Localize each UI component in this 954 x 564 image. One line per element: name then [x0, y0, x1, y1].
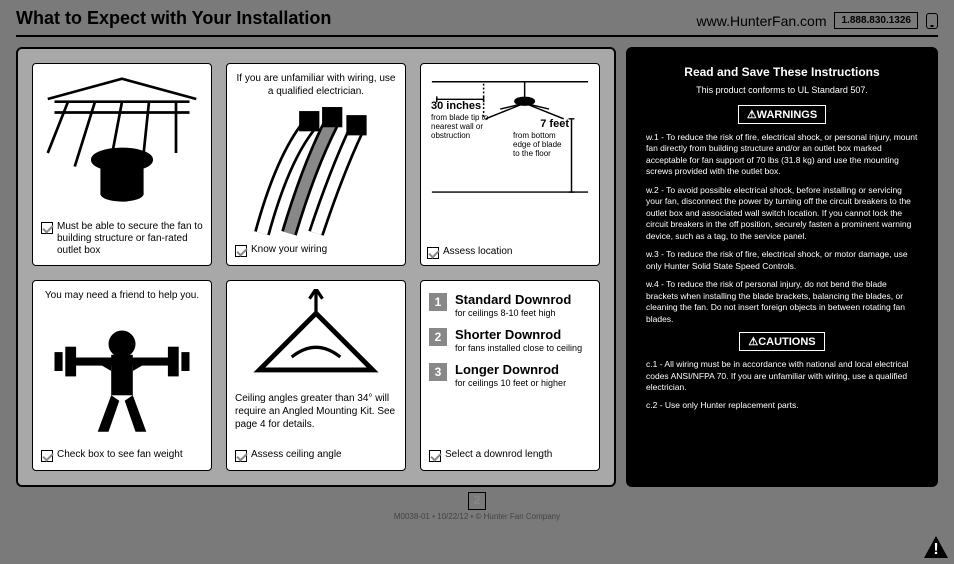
label-30in-sub: from blade tip to nearest wall or obstru… — [431, 114, 491, 140]
downrod-item: 3 Longer Downrod for ceilings 10 feet or … — [429, 363, 591, 388]
page-number: 2 — [468, 492, 486, 510]
check-label: Assess ceiling angle — [251, 449, 342, 461]
angle-illustration — [235, 289, 397, 386]
checkbox-icon — [41, 222, 53, 234]
label-7ft-sub: from bottom edge of blade to the floor — [513, 132, 569, 158]
warning-text: w.3 - To reduce the risk of fire, electr… — [646, 249, 918, 272]
check-label: Must be able to secure the fan to buildi… — [57, 221, 203, 257]
check-row: Must be able to secure the fan to buildi… — [41, 221, 203, 257]
phone-number: 1.888.830.1326 — [834, 12, 918, 29]
downrod-title: Standard Downrod — [455, 293, 571, 306]
check-label: Check box to see fan weight — [57, 449, 183, 461]
downrod-item: 2 Shorter Downrod for fans installed clos… — [429, 328, 591, 353]
content: Must be able to secure the fan to buildi… — [8, 37, 946, 487]
header-right: www.HunterFan.com 1.888.830.1326 — [697, 12, 938, 29]
card-location: 30 inches from blade tip to nearest wall… — [420, 63, 600, 266]
caution-text: c.2 - Use only Hunter replacement parts. — [646, 400, 918, 411]
card-mid-text: Ceiling angles greater than 34° will req… — [235, 392, 397, 431]
warning-text: w.4 - To reduce the risk of personal inj… — [646, 279, 918, 325]
card-secure-fan: Must be able to secure the fan to buildi… — [32, 63, 212, 266]
card-top-text: You may need a friend to help you. — [41, 289, 203, 302]
caution-text: c.1 - All wiring must be in accordance w… — [646, 359, 918, 393]
label-7ft: 7 feet — [540, 118, 569, 130]
page-title: What to Expect with Your Installation — [16, 8, 331, 29]
website-url: www.HunterFan.com — [697, 13, 827, 29]
check-row: Know your wiring — [235, 244, 397, 257]
footer: 2 M0038-01 • 10/22/12 • © Hunter Fan Com… — [8, 487, 946, 521]
check-label: Select a downrod length — [445, 449, 552, 461]
check-label: Assess location — [443, 246, 512, 258]
header: What to Expect with Your Installation ww… — [8, 8, 946, 35]
location-illustration: 30 inches from blade tip to nearest wall… — [427, 70, 593, 246]
phone-icon — [926, 13, 938, 29]
checkbox-icon — [41, 450, 53, 462]
warnings-label: ⚠WARNINGS — [738, 105, 826, 124]
downrod-sub: for fans installed close to ceiling — [455, 343, 582, 353]
step-number: 1 — [429, 293, 447, 311]
step-number: 2 — [429, 328, 447, 346]
card-downrod: 1 Standard Downrod for ceilings 8-10 feet… — [420, 280, 600, 472]
warning-text: w.2 - To avoid possible electrical shock… — [646, 185, 918, 242]
downrod-sub: for ceilings 10 feet or higher — [455, 378, 566, 388]
card-wiring: If you are unfamiliar with wiring, use a… — [226, 63, 406, 266]
card-weight: You may need a friend to help you. Check… — [32, 280, 212, 472]
footer-meta: M0038-01 • 10/22/12 • © Hunter Fan Compa… — [8, 512, 946, 521]
svg-text:!: ! — [933, 541, 938, 558]
checkbox-icon — [429, 450, 441, 462]
check-row: Assess location — [427, 246, 593, 259]
check-row: Check box to see fan weight — [41, 449, 203, 462]
downrod-title: Shorter Downrod — [455, 328, 582, 341]
weight-illustration — [41, 306, 203, 450]
wiring-illustration — [235, 102, 397, 244]
downrod-title: Longer Downrod — [455, 363, 566, 376]
downrod-sub: for ceilings 8-10 feet high — [455, 308, 571, 318]
downrod-list: 1 Standard Downrod for ceilings 8-10 feet… — [429, 289, 591, 392]
cautions-label: ⚠CAUTIONS — [739, 332, 824, 351]
downrod-item: 1 Standard Downrod for ceilings 8-10 feet… — [429, 293, 591, 318]
check-row: Select a downrod length — [429, 449, 591, 462]
page: What to Expect with Your Installation ww… — [0, 0, 954, 564]
card-angle: Ceiling angles greater than 34° will req… — [226, 280, 406, 472]
checkbox-icon — [427, 247, 439, 259]
instructions-title: Read and Save These Instructions — [646, 65, 918, 79]
check-label: Know your wiring — [251, 244, 327, 256]
checkbox-icon — [235, 450, 247, 462]
left-panel: Must be able to secure the fan to buildi… — [16, 47, 616, 487]
label-30in: 30 inches — [431, 100, 481, 112]
checkbox-icon — [235, 245, 247, 257]
warning-text: w.1 - To reduce the risk of fire, electr… — [646, 132, 918, 178]
card-top-text: If you are unfamiliar with wiring, use a… — [235, 72, 397, 98]
check-row: Assess ceiling angle — [235, 449, 397, 462]
step-number: 3 — [429, 363, 447, 381]
joist-illustration — [41, 72, 203, 221]
right-panel: Read and Save These Instructions This pr… — [626, 47, 938, 487]
alert-icon: ! — [924, 536, 948, 558]
instructions-sub: This product conforms to UL Standard 507… — [646, 85, 918, 95]
